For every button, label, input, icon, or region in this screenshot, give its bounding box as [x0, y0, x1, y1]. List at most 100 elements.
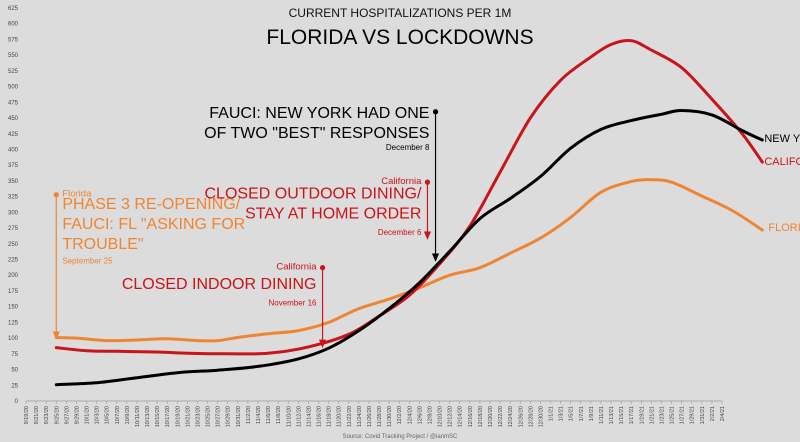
x-tick-label: 12/22/20	[498, 406, 504, 427]
x-tick-label: 10/11/20	[135, 406, 141, 427]
x-tick-label: 1/13/21	[609, 406, 615, 424]
x-tick-label: 12/14/20	[458, 406, 464, 427]
x-tick-label: 9/29/20	[74, 406, 80, 424]
x-tick-label: 11/30/20	[387, 406, 393, 427]
x-tick-label: 1/15/21	[619, 406, 625, 424]
x-tick-label: 11/24/20	[357, 406, 363, 427]
x-tick-label: 1/23/21	[659, 406, 665, 424]
x-tick-label: 12/30/20	[538, 406, 544, 427]
annotation-text-line: CLOSED INDOOR DINING	[122, 276, 317, 293]
y-tick-label: 550	[8, 53, 19, 59]
x-tick-label: 12/16/20	[468, 406, 474, 427]
x-tick-label: 12/24/20	[508, 406, 514, 427]
y-tick-label: 75	[11, 352, 18, 358]
source-note: Source: Covid Tracking Project / @ianmSC	[343, 434, 458, 440]
y-tick-label: 450	[8, 116, 19, 122]
x-tick-label: 10/29/20	[226, 406, 232, 427]
y-tick-label: 500	[8, 85, 19, 91]
x-tick-label: 2/2/21	[710, 406, 716, 421]
x-tick-label: 11/28/20	[377, 406, 383, 427]
x-tick-label: 9/27/20	[64, 406, 70, 424]
annotation-date: September 25	[62, 256, 113, 265]
x-tick-label: 1/7/21	[579, 406, 585, 421]
x-tick-label: 9/23/20	[44, 406, 50, 424]
x-tick-label: 11/22/20	[347, 406, 353, 427]
x-tick-label: 11/4/20	[256, 406, 262, 424]
annotation-text-line: PHASE 3 RE-OPENING/	[62, 196, 240, 213]
series-label-layer: NEW YORK CALIFORNIA FLORIDA	[764, 133, 800, 234]
x-tick-label: 11/14/20	[306, 406, 312, 427]
y-tick-label: 125	[8, 320, 19, 326]
x-tick-label: 10/15/20	[155, 406, 161, 427]
x-tick-label: 12/26/20	[518, 406, 524, 427]
annotation-text-line: STAY AT HOME ORDER	[245, 206, 421, 223]
x-tick-label: 11/2/20	[246, 406, 252, 424]
x-tick-label: 10/1/20	[85, 406, 91, 424]
x-tick-label: 10/13/20	[145, 406, 151, 427]
x-tick-label: 1/5/21	[569, 406, 575, 421]
x-tick-label: 1/3/21	[559, 406, 565, 421]
x-tick-label: 11/26/20	[367, 406, 373, 427]
x-tick-label: 9/21/20	[34, 406, 40, 424]
y-tick-label: 175	[8, 289, 19, 295]
x-tick-label: 10/23/20	[195, 406, 201, 427]
x-tick-label: 11/8/20	[276, 406, 282, 424]
x-tick-label: 12/4/20	[407, 406, 413, 424]
annotation-state-label: Florida	[62, 189, 92, 200]
x-tick-label: 1/19/21	[639, 406, 645, 424]
series-end-label: FLORIDA	[768, 222, 800, 234]
x-tick-label: 10/17/20	[165, 406, 171, 427]
x-tick-label: 1/31/21	[700, 406, 706, 424]
x-tick-label: 10/5/20	[105, 406, 111, 424]
x-tick-label: 9/25/20	[54, 406, 60, 424]
y-tick-label: 275	[8, 226, 19, 232]
y-tick-label: 400	[8, 147, 19, 153]
y-tick-label: 625	[8, 6, 19, 12]
y-tick-label: 425	[8, 132, 19, 138]
annotation-text-line: FAUCI: FL "ASKING FOR	[62, 216, 245, 233]
y-tick-label: 25	[11, 383, 18, 389]
y-tick-label: 575	[8, 37, 19, 43]
x-tick-label: 1/17/21	[629, 406, 635, 424]
series-end-label: NEW YORK	[764, 133, 800, 145]
x-tick-label: 12/6/20	[417, 406, 423, 424]
x-tick-label: 10/7/20	[115, 406, 121, 424]
x-tick-label: 10/9/20	[125, 406, 131, 424]
x-tick-label: 1/25/21	[670, 406, 676, 424]
annotation-date: December 6	[378, 228, 422, 237]
x-tick-label: 1/9/21	[589, 406, 595, 421]
series-line-florida	[54, 178, 764, 343]
y-tick-label: 50	[11, 368, 18, 374]
y-axis: 0 25 50 75 100 125 150 175 200 225 250 275 300 325 350…	[8, 6, 19, 405]
x-tick-label: 10/3/20	[95, 406, 101, 424]
x-tick-label: 1/11/21	[599, 406, 605, 424]
x-tick-label: 9/19/20	[24, 406, 30, 424]
x-tick-label: 12/12/20	[448, 406, 454, 427]
annotation-state-label: California	[381, 176, 422, 187]
y-tick-label: 150	[8, 305, 19, 311]
y-tick-label: 350	[8, 179, 19, 185]
annotation-state-label: California	[276, 262, 317, 273]
x-tick-label: 12/8/20	[427, 406, 433, 424]
annotation-ny-fauci: FAUCI: NEW YORK HAD ONE OF TWO "BEST" RES…	[204, 105, 440, 262]
x-tick-label: 11/18/20	[327, 406, 333, 427]
x-axis: 9/19/20 9/21/20 9/23/20 9/25/20 9/27/20 9/29/…	[24, 400, 726, 427]
x-tick-label: 12/10/20	[438, 406, 444, 427]
y-tick-label: 0	[15, 399, 19, 405]
annotation-date: November 16	[268, 298, 317, 307]
y-tick-label: 250	[8, 242, 19, 248]
y-tick-label: 375	[8, 163, 19, 169]
x-tick-label: 11/20/20	[337, 406, 343, 427]
x-tick-label: 11/6/20	[266, 406, 272, 424]
y-tick-label: 200	[8, 273, 19, 279]
annotation-text-line: CLOSED OUTDOOR DINING/	[205, 186, 422, 203]
chart-supertitle: CURRENT HOSPITALIZATIONS PER 1M	[289, 6, 512, 20]
y-tick-label: 475	[8, 100, 19, 106]
x-tick-label: 1/1/21	[549, 406, 555, 421]
y-tick-label: 100	[8, 336, 19, 342]
x-tick-label: 1/21/21	[649, 406, 655, 424]
annotation-text-line: OF TWO "BEST" RESPONSES	[204, 125, 429, 142]
